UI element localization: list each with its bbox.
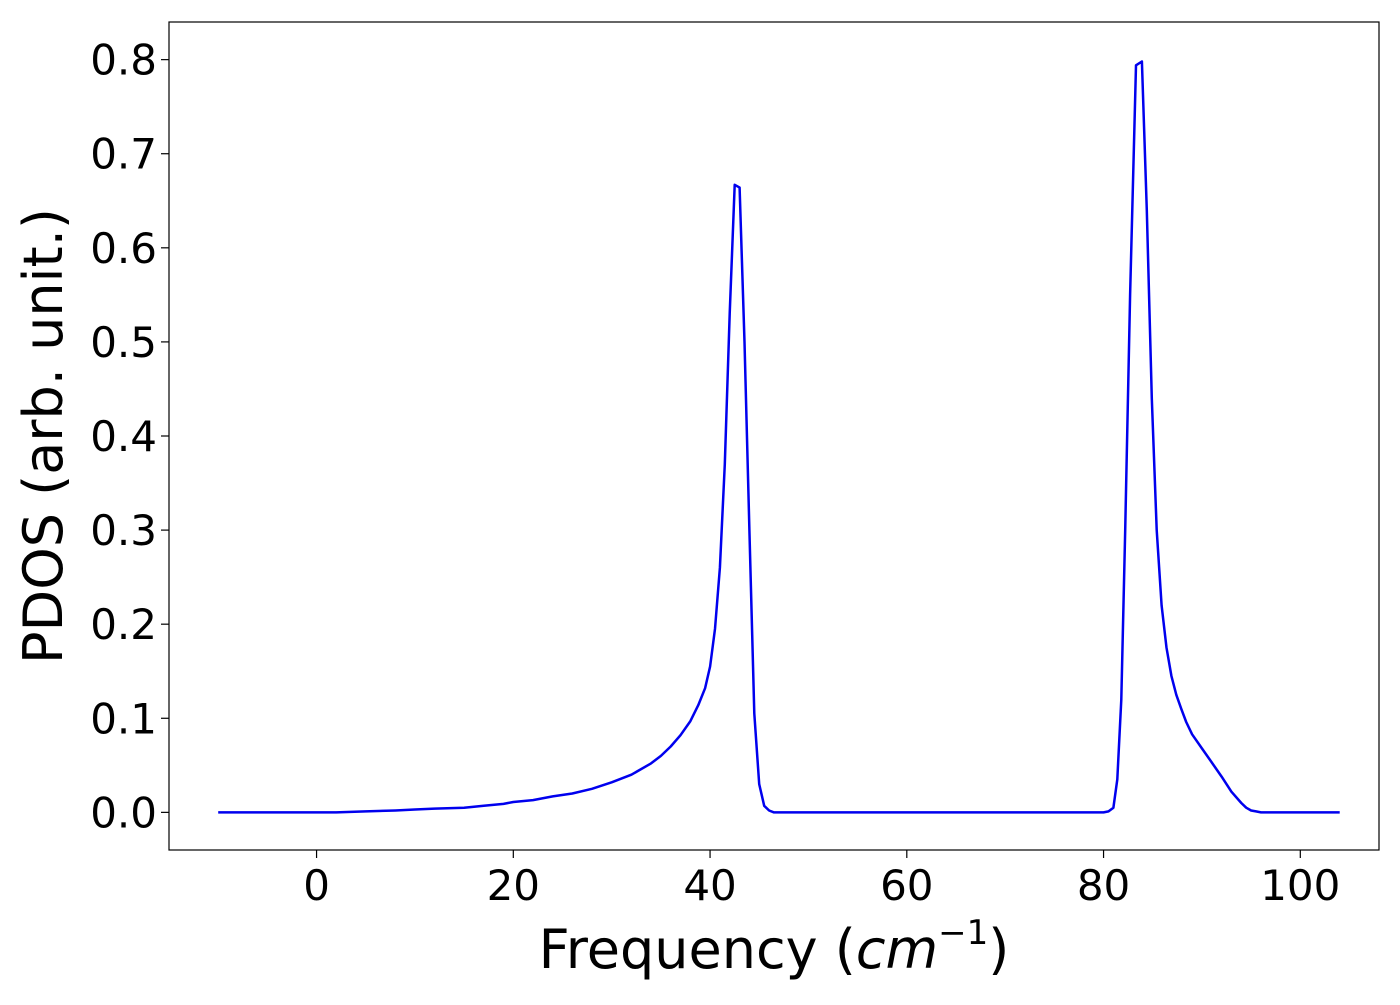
x-axis-label: Frequency (cm−1) [539, 913, 1010, 981]
y-tick-label: 0.3 [90, 506, 157, 555]
plot-frame [168, 21, 1380, 851]
y-tick-label: 0.8 [90, 36, 157, 85]
x-tick-label: 100 [1260, 861, 1340, 910]
x-tick-label: 0 [303, 861, 330, 910]
y-axis-ticks: 0.0 0.1 0.2 0.3 0.4 0.5 0.6 0.7 0.8 [90, 36, 169, 837]
series-line-pdos [218, 60, 1340, 814]
y-tick-label: 0.1 [90, 694, 157, 743]
y-tick-label: 0.7 [90, 130, 157, 179]
y-tick-label: 0.4 [90, 412, 157, 461]
x-tick-label: 20 [487, 861, 540, 910]
plot-background [169, 22, 1379, 850]
x-tick-label: 40 [683, 861, 736, 910]
x-axis-ticks: 0 20 40 60 80 100 [303, 850, 1340, 910]
y-tick-label: 0.5 [90, 318, 157, 367]
y-tick-label: 0.2 [90, 600, 157, 649]
x-tick-label: 80 [1077, 861, 1130, 910]
y-tick-label: 0.6 [90, 224, 157, 273]
y-axis-label: PDOS (arb. unit.) [12, 208, 75, 664]
y-tick-label: 0.0 [90, 788, 157, 837]
x-tick-label: 60 [880, 861, 933, 910]
